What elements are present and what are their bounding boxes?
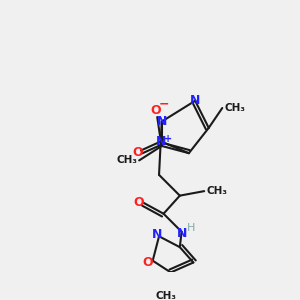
Text: CH₃: CH₃ xyxy=(116,155,137,165)
Text: O: O xyxy=(132,146,143,159)
Text: N: N xyxy=(156,135,166,148)
Text: N: N xyxy=(190,94,200,107)
Text: O: O xyxy=(150,104,161,117)
Text: CH₃: CH₃ xyxy=(224,103,245,113)
Text: O: O xyxy=(142,256,153,269)
Text: CH₃: CH₃ xyxy=(156,291,177,300)
Text: N: N xyxy=(176,227,187,240)
Text: O: O xyxy=(133,196,144,209)
Text: H: H xyxy=(187,223,195,233)
Text: N: N xyxy=(157,115,167,128)
Text: +: + xyxy=(164,134,172,144)
Text: N: N xyxy=(152,228,162,241)
Text: CH₃: CH₃ xyxy=(206,186,227,196)
Text: −: − xyxy=(158,98,169,111)
